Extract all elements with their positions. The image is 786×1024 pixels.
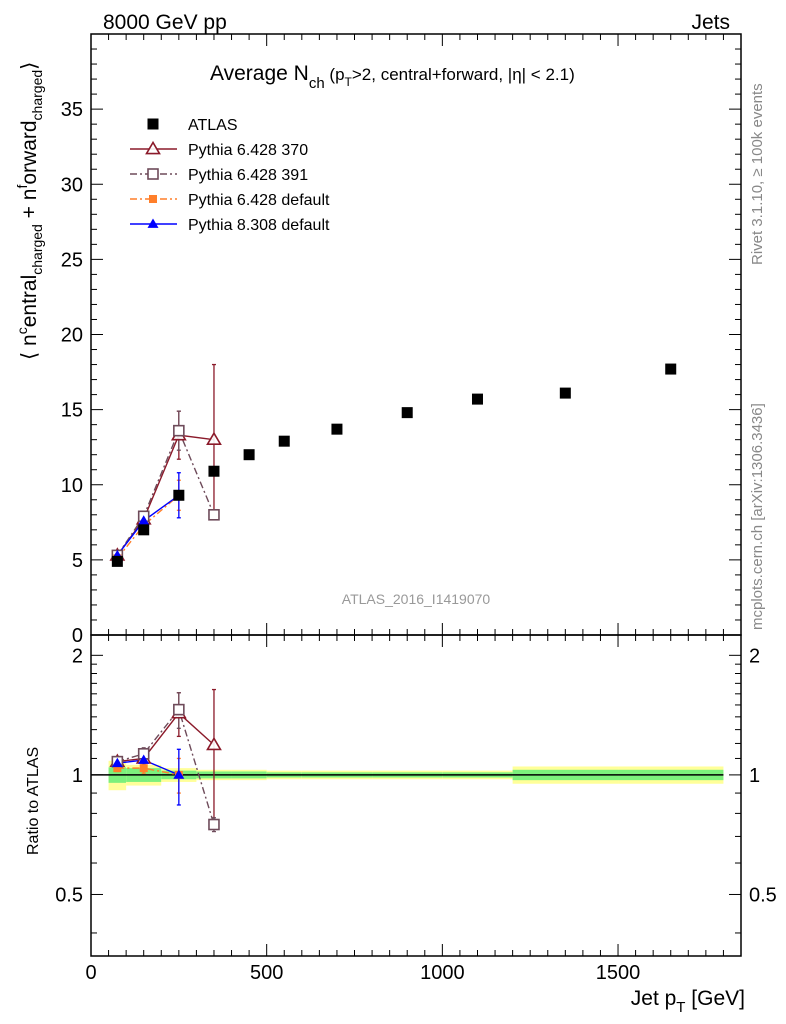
atlas-data-points bbox=[111, 363, 677, 567]
legend-label: ATLAS bbox=[188, 117, 238, 134]
x-tick-label: 1000 bbox=[420, 962, 465, 984]
atlas-data-point bbox=[208, 465, 220, 477]
axes: 0 5 10 15 20 25 30 35 0 500 1000 1500 0.5 0.5 1 1 2 2 bbox=[55, 33, 777, 984]
main-plot-series bbox=[109, 363, 222, 563]
legend-label: Pythia 6.428 default bbox=[188, 192, 330, 209]
legend-label: Pythia 8.308 default bbox=[188, 217, 330, 234]
y-tick-label: 25 bbox=[61, 249, 83, 271]
header-right: Jets bbox=[691, 11, 730, 34]
atlas-data-point bbox=[331, 423, 343, 435]
ratio-series-point bbox=[206, 736, 222, 751]
rivet-version-label: Rivet 3.1.10, ≥ 100k events bbox=[749, 83, 766, 265]
ratio-y-tick-label: 1 bbox=[72, 765, 83, 787]
ratio-series-point bbox=[173, 769, 185, 779]
atlas-data-point bbox=[243, 449, 255, 461]
header-left: 8000 GeV pp bbox=[103, 11, 227, 34]
y-tick-label: 15 bbox=[61, 400, 83, 422]
ratio-y-tick-label: 0.5 bbox=[55, 884, 83, 906]
atlas-data-point bbox=[138, 524, 150, 536]
ratio-y-axis-label: Ratio to ATLAS bbox=[25, 747, 42, 855]
legend-label: Pythia 6.428 391 bbox=[188, 167, 308, 184]
ratio-series-point bbox=[111, 757, 123, 768]
atlas-data-point bbox=[111, 555, 123, 567]
y-tick-label: 0 bbox=[72, 625, 83, 647]
x-tick-label: 500 bbox=[250, 962, 283, 984]
legend-marker bbox=[147, 218, 159, 228]
y-tick-label: 20 bbox=[61, 325, 83, 347]
ratio-series-point bbox=[208, 818, 220, 831]
x-axis-label: Jet pT [GeV] bbox=[631, 987, 745, 1016]
atlas-data-point bbox=[665, 363, 677, 375]
ratio-plot-frame bbox=[90, 634, 742, 957]
atlas-data-point bbox=[559, 387, 571, 399]
y-tick-label: 5 bbox=[72, 550, 83, 572]
ratio-y-tick-label-right: 2 bbox=[749, 645, 760, 667]
analysis-watermark: ATLAS_2016_I1419070 bbox=[342, 591, 491, 607]
chart-title: Average Nch (pT>2, central+forward, |η| … bbox=[210, 62, 575, 92]
ratio-series-point bbox=[113, 764, 122, 773]
ratio-y-tick-label-right: 0.5 bbox=[749, 884, 777, 906]
y-tick-label: 10 bbox=[61, 475, 83, 497]
ratio-y-tick-label: 2 bbox=[72, 645, 83, 667]
series-point bbox=[208, 508, 220, 521]
legend-marker bbox=[147, 168, 159, 180]
legend: ATLAS Pythia 6.428 370 Pythia 6.428 391 Pyt… bbox=[130, 117, 330, 234]
x-tick-label: 0 bbox=[85, 962, 96, 984]
series-line bbox=[116, 428, 215, 556]
legend-marker bbox=[145, 140, 161, 155]
ratio-series-point bbox=[139, 764, 148, 773]
atlas-data-point bbox=[278, 435, 290, 447]
atlas-data-point bbox=[471, 393, 483, 405]
ratio-plot-series bbox=[109, 688, 222, 833]
series-point bbox=[206, 431, 222, 446]
y-tick-label: 30 bbox=[61, 174, 83, 196]
legend-marker bbox=[147, 118, 159, 130]
y-tick-label: 35 bbox=[61, 99, 83, 121]
ratio-series-line bbox=[117, 712, 215, 763]
series-point bbox=[173, 424, 185, 437]
atlas-data-point bbox=[401, 407, 413, 419]
y-axis-label: ⟨ ncentralcharged + nforwardcharged⟩ bbox=[14, 62, 45, 360]
ratio-y-tick-label-right: 1 bbox=[749, 765, 760, 787]
mcplots-label: mcplots.cern.ch [arXiv:1306.3436] bbox=[749, 403, 766, 630]
legend-marker bbox=[149, 195, 157, 203]
x-tick-label: 1500 bbox=[596, 962, 641, 984]
ratio-series-line bbox=[117, 708, 215, 825]
legend-label: Pythia 6.428 370 bbox=[188, 142, 308, 159]
series-point bbox=[138, 515, 150, 525]
ratio-series-point bbox=[138, 754, 150, 764]
ratio-series-point bbox=[173, 703, 185, 716]
atlas-data-point bbox=[173, 489, 185, 501]
